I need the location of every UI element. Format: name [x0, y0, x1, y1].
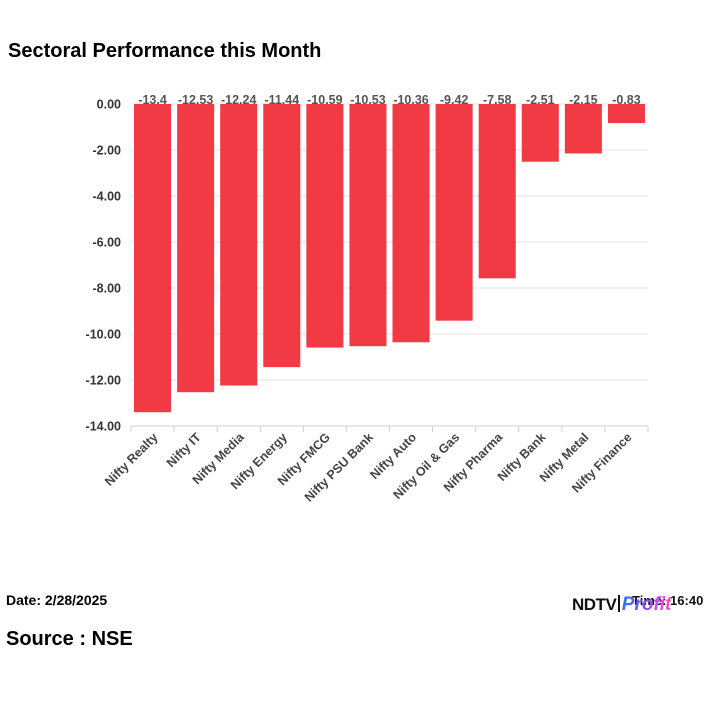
data-label: -9.42	[440, 93, 469, 107]
bar	[306, 104, 344, 348]
data-label: -10.59	[307, 93, 342, 107]
data-label: -10.53	[350, 93, 385, 107]
y-tick-label: -2.00	[93, 144, 122, 158]
date-label: Date: 2/28/2025	[6, 592, 108, 608]
bar	[478, 104, 516, 279]
x-tick-label: Nifty Realty	[102, 430, 161, 489]
bar	[349, 104, 387, 347]
brand-profit: Profit	[621, 594, 672, 615]
data-label: -12.53	[178, 93, 213, 107]
time-label: Time: 16:40	[632, 593, 704, 608]
x-tick-label: Nifty IT	[164, 430, 204, 470]
chart-title: Sectoral Performance this Month	[8, 40, 322, 62]
data-label: -2.15	[569, 93, 598, 107]
bar	[607, 104, 645, 124]
y-tick-label: -14.00	[86, 420, 121, 434]
y-tick-label: -6.00	[93, 236, 122, 250]
data-label: -12.24	[221, 93, 256, 107]
brand-divider	[618, 595, 620, 612]
bar-chart: 0.00 -2.00 -4.00 -6.00 -8.00 -10.00 -12.00 -14.…	[86, 93, 649, 504]
bar	[564, 104, 602, 154]
y-tick-label: 0.00	[97, 98, 121, 112]
bar	[263, 104, 301, 368]
bar	[177, 104, 215, 393]
y-tick-label: -8.00	[93, 282, 122, 296]
data-label: -13.4	[138, 93, 167, 107]
data-label: -10.36	[393, 93, 428, 107]
data-label: -0.83	[612, 93, 641, 107]
brand-ndtv: NDTV	[572, 595, 617, 614]
y-tick-label: -10.00	[86, 328, 121, 342]
data-label: -11.44	[264, 93, 299, 107]
bar	[392, 104, 430, 343]
data-label: -2.51	[526, 93, 555, 107]
y-tick-label: -12.00	[86, 374, 121, 388]
bar	[521, 104, 559, 162]
bar	[220, 104, 258, 386]
source-label: Source : NSE	[6, 628, 133, 650]
bar	[134, 104, 172, 413]
y-tick-label: -4.00	[93, 190, 122, 204]
bar	[435, 104, 473, 321]
brand-logo: NDTV Profit	[572, 594, 671, 616]
data-label: -7.58	[483, 93, 512, 107]
